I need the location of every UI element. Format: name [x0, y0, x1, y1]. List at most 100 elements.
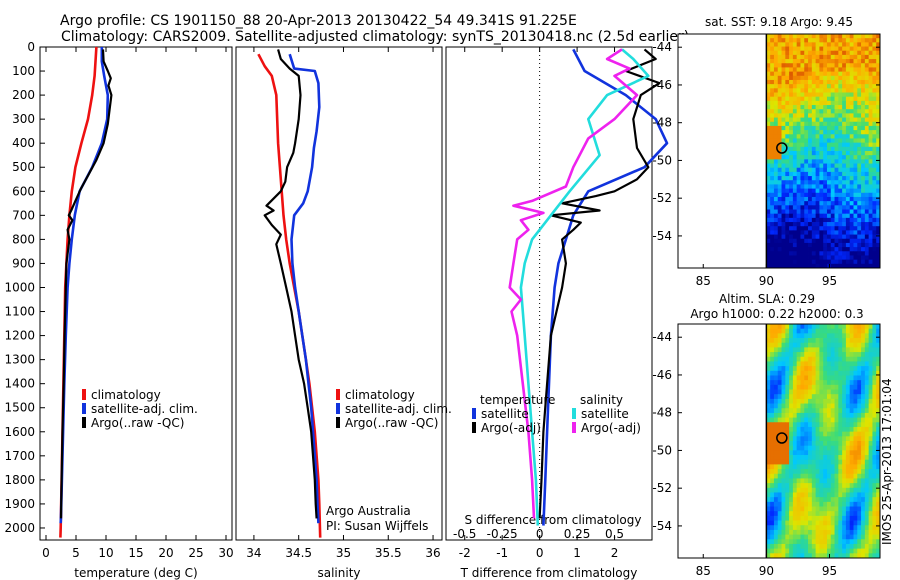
field-cell — [853, 151, 858, 156]
field-cell — [770, 338, 775, 344]
field-cell — [872, 352, 877, 358]
field-cell — [781, 394, 786, 400]
field-cell — [811, 478, 817, 484]
field-cell — [826, 201, 832, 206]
field-cell — [766, 347, 771, 353]
field-cell — [773, 492, 779, 498]
field-cell — [766, 201, 771, 206]
field-cell — [834, 356, 839, 362]
field-cell — [773, 352, 779, 358]
field-cell — [861, 46, 866, 52]
field-cell — [773, 222, 779, 227]
field-cell — [857, 105, 862, 110]
field-cell — [811, 96, 817, 102]
field-cell — [838, 188, 843, 194]
field-cell — [857, 192, 862, 198]
field-cell — [861, 450, 866, 456]
field-cell — [861, 188, 866, 194]
field-cell — [785, 445, 790, 451]
field-cell — [842, 117, 847, 123]
field-cell — [770, 46, 775, 52]
field-cell — [868, 492, 873, 498]
field-cell — [845, 88, 851, 93]
field-cell — [823, 515, 828, 521]
field-cell — [804, 333, 809, 339]
field-cell — [804, 238, 809, 244]
field-cell — [868, 96, 873, 102]
field-cell — [834, 142, 839, 148]
field-cell — [766, 117, 771, 123]
field-cell — [766, 328, 771, 334]
field-cell — [857, 380, 862, 386]
legend-swatch — [572, 422, 576, 433]
field-cell — [826, 63, 832, 68]
field-cell — [845, 473, 851, 479]
field-cell — [823, 389, 828, 395]
field-cell — [785, 384, 790, 390]
field-cell — [792, 163, 798, 169]
field-cell — [781, 251, 786, 256]
field-cell — [864, 105, 870, 110]
field-cell — [842, 130, 847, 135]
field-cell — [770, 71, 775, 77]
field-cell — [796, 478, 801, 484]
field-cell — [811, 109, 817, 114]
field-cell — [845, 338, 851, 344]
map-x-tick-label: 90 — [759, 274, 774, 288]
field-cell — [792, 96, 798, 102]
field-cell — [823, 54, 828, 60]
field-cell — [853, 67, 858, 73]
field-cell — [804, 63, 809, 68]
field-cell — [853, 361, 858, 367]
field-cell — [853, 403, 858, 409]
field-cell — [792, 445, 798, 451]
field-cell — [785, 42, 790, 47]
field-cell — [777, 403, 782, 409]
y-tick-label: 900 — [12, 256, 35, 270]
field-cell — [781, 422, 786, 428]
field-cell — [800, 520, 805, 526]
field-cell — [834, 192, 839, 198]
field-cell — [777, 205, 782, 210]
field-cell — [845, 117, 851, 123]
field-cell — [872, 548, 877, 554]
field-cell — [864, 459, 870, 465]
field-cell — [834, 459, 839, 465]
field-cell — [792, 370, 798, 376]
field-cell — [770, 226, 775, 231]
field-cell — [868, 134, 873, 139]
x-tick-label: 34.5 — [285, 546, 312, 560]
field-cell — [864, 370, 870, 376]
field-cell — [792, 352, 798, 358]
field-cell — [823, 469, 828, 475]
field-cell — [876, 176, 881, 181]
field-cell — [823, 347, 828, 353]
field-cell — [789, 426, 794, 433]
field-cell — [849, 497, 854, 503]
field-cell — [823, 511, 828, 517]
field-cell — [804, 71, 809, 77]
field-cell — [872, 234, 877, 240]
field-cell — [766, 506, 771, 512]
field-cell — [834, 469, 839, 475]
field-cell — [842, 506, 847, 512]
field-cell — [823, 142, 828, 148]
field-cell — [770, 389, 775, 395]
field-cell — [834, 59, 839, 64]
field-cell — [823, 238, 828, 244]
field-cell — [785, 352, 790, 358]
field-cell — [872, 436, 877, 442]
field-cell — [853, 84, 858, 89]
field-cell — [849, 506, 854, 512]
field-cell — [792, 384, 798, 390]
series-line — [257, 53, 322, 538]
field-cell — [868, 88, 873, 93]
legend-swatch — [82, 417, 86, 428]
field-cell — [777, 473, 782, 479]
field-cell — [792, 515, 798, 521]
field-cell — [830, 403, 835, 409]
field-cell — [868, 342, 873, 348]
field-cell — [804, 100, 809, 106]
field-cell — [849, 217, 854, 223]
field-cell — [857, 370, 862, 376]
